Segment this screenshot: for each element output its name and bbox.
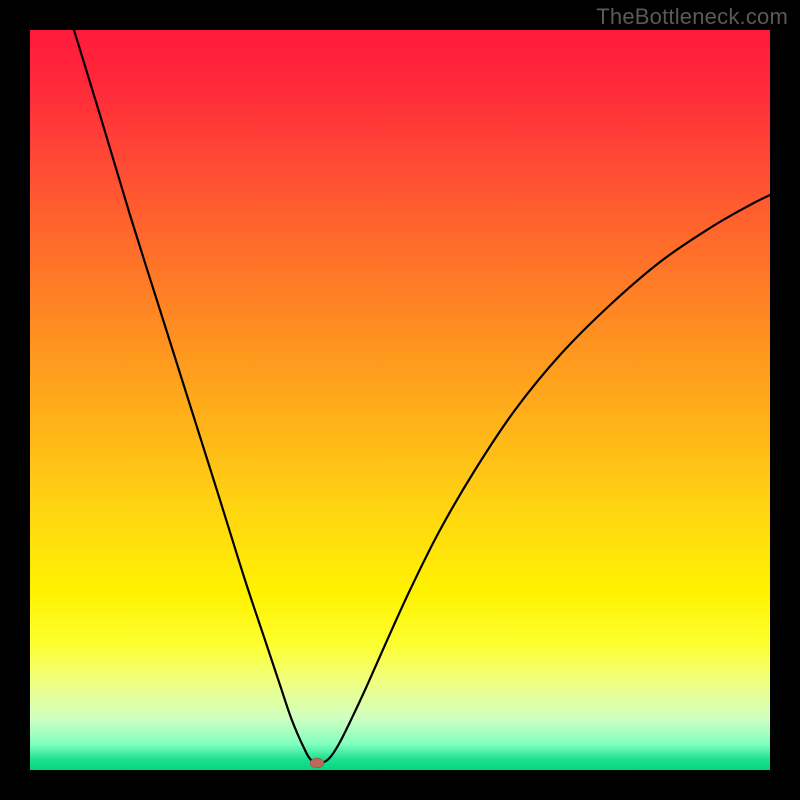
plot-area — [30, 30, 770, 770]
watermark-text: TheBottleneck.com — [596, 4, 788, 30]
optimal-point-marker — [310, 758, 324, 768]
bottleneck-chart-svg — [30, 30, 770, 770]
gradient-background — [30, 30, 770, 770]
